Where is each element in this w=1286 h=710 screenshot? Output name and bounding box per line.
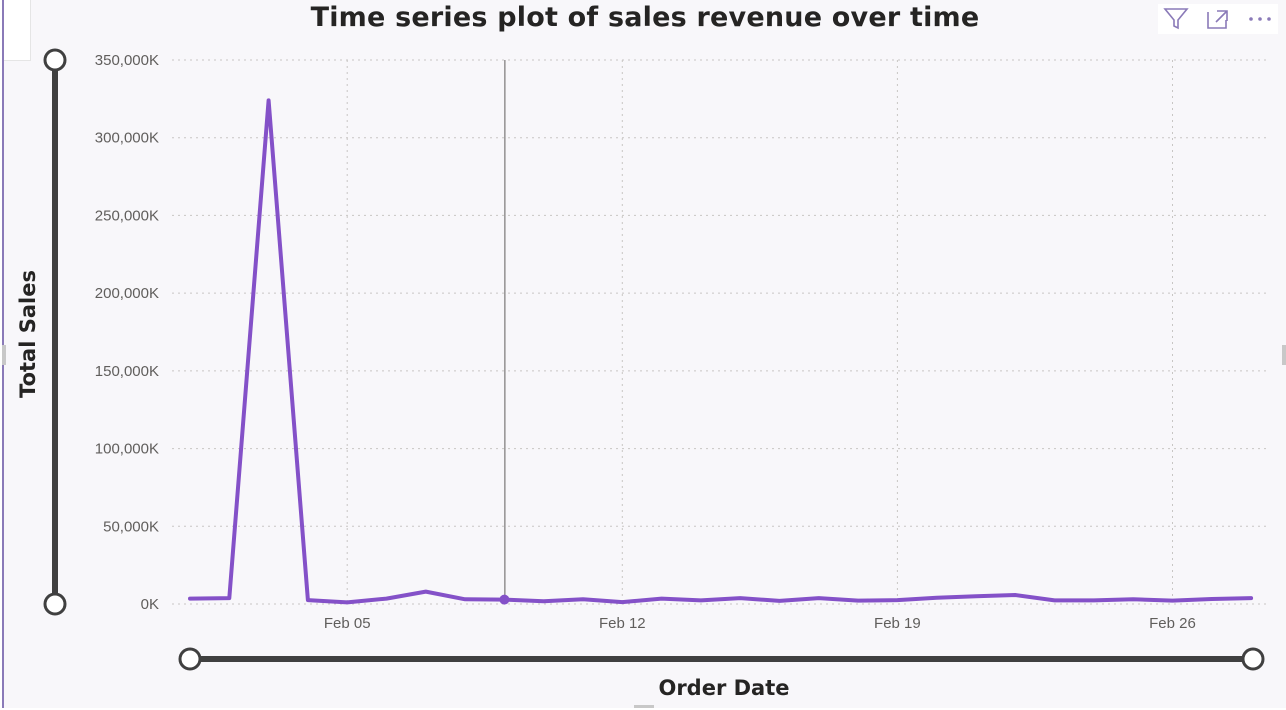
x-tick-label: Feb 05 [324,615,371,632]
x-tick-label: Feb 26 [1149,615,1196,632]
zoom-sliders [43,48,1265,671]
y-zoom-slider-bottom-handle[interactable] [43,592,67,616]
x-axis-ticks: Feb 05 Feb 12 Feb 19 Feb 26 [324,615,1196,632]
y-tick-label: 250,000K [95,207,159,224]
x-zoom-slider-left-handle[interactable] [178,647,202,671]
hover-indicator [499,60,510,605]
y-tick-label: 150,000K [95,363,159,380]
more-options-icon[interactable] [1242,4,1278,34]
gridlines [172,59,1268,605]
y-axis-ticks: 0K 50,000K 100,000K 150,000K 200,000K 250,000… [95,52,159,613]
y-tick-label: 100,000K [95,441,159,458]
filter-icon[interactable] [1158,4,1194,34]
resize-handle-bottom[interactable] [634,705,654,708]
focus-mode-icon[interactable] [1200,4,1236,34]
chart-title: Time series plot of sales revenue over t… [310,2,980,33]
visual-corner [4,0,31,61]
y-zoom-slider-top-handle[interactable] [43,48,67,72]
y-tick-label: 50,000K [103,518,159,535]
x-zoom-slider-right-handle[interactable] [1241,647,1265,671]
y-tick-label: 0K [141,596,159,613]
resize-handle-right[interactable] [1282,345,1286,365]
series-lines [188,98,1254,605]
y-tick-label: 200,000K [95,285,159,302]
x-tick-label: Feb 19 [874,615,921,632]
series-line [188,98,1254,605]
y-tick-label: 300,000K [95,130,159,147]
x-axis-title: Order Date [658,676,790,700]
x-tick-label: Feb 12 [599,615,646,632]
resize-handle-left[interactable] [2,345,6,365]
visual-header-icons [1158,4,1278,34]
y-tick-label: 350,000K [95,52,159,69]
